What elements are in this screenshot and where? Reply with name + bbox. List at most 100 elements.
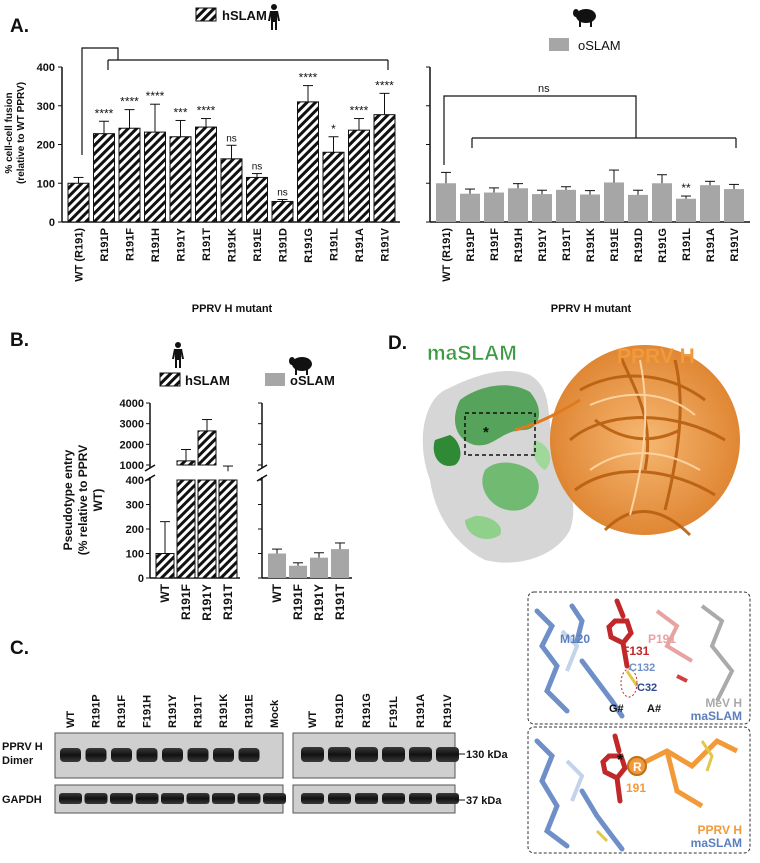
h-band (187, 748, 209, 762)
h-band (301, 747, 324, 762)
ytick-label: 4000 (120, 398, 144, 410)
x-tick-label: WT (R191) (441, 228, 453, 282)
bar (289, 565, 307, 578)
lane-label: WT (307, 711, 319, 728)
bar (176, 479, 196, 579)
x-tick-label: R191Y (537, 227, 549, 261)
x-tick-label: WT (158, 583, 172, 602)
sheep-icon-b (289, 357, 312, 375)
gapdh-band (110, 793, 133, 804)
significance-label: ** (681, 181, 691, 195)
lane-label: R191K (218, 694, 230, 728)
significance-label: **** (95, 106, 114, 120)
x-tick-label: R191L (681, 228, 693, 261)
x-tick-label: R191P (99, 228, 111, 262)
lane-label: R191T (193, 695, 205, 728)
ytick-label: 300 (126, 500, 144, 512)
bar (556, 189, 576, 222)
bar (331, 549, 349, 578)
h-band (238, 748, 260, 762)
gapdh-band (355, 793, 378, 804)
lane-label: R191P (91, 694, 103, 728)
bar (604, 182, 624, 222)
significance-label: * (331, 122, 336, 136)
x-tick-label: R191G (303, 228, 315, 263)
gapdh-band (436, 793, 459, 804)
label-maslam-top: maSLAM (691, 709, 742, 723)
legend-swatch-oslam (549, 38, 569, 51)
x-tick-label: R191A (354, 228, 366, 262)
bar (310, 557, 328, 578)
bar (532, 194, 552, 222)
maslam-label: maSLAM (427, 342, 517, 365)
h-band (60, 748, 81, 762)
bar (169, 136, 192, 223)
gapdh-band (135, 793, 159, 804)
lane-label: R191V (442, 694, 454, 728)
bar (268, 553, 286, 578)
ytick-label: 2000 (120, 439, 144, 451)
label-g: G# (609, 703, 624, 715)
ytick-label: 1000 (120, 460, 144, 472)
panel-e-bottom-box (527, 726, 751, 854)
bar (373, 114, 396, 223)
bar (508, 188, 528, 222)
bar (176, 460, 196, 466)
significance-label: ns (252, 162, 263, 173)
blot-row2: GAPDH (2, 794, 42, 806)
bar (144, 131, 166, 223)
gapdh-band (409, 793, 432, 804)
legend-oslam: oSLAM (578, 38, 621, 53)
x-tick-label: R191A (705, 228, 717, 262)
significance-label: **** (197, 104, 216, 118)
gapdh-band (84, 793, 108, 804)
x-tick-label: R191F (489, 228, 501, 261)
panel-e-structure: M120 F131 P191 C132 C32 G# A# MeV H maSL… (527, 591, 751, 854)
ytick-label: 400 (126, 475, 144, 487)
significance-label: **** (350, 104, 369, 118)
x-tick-label: R191D (278, 228, 290, 262)
legend-oslam-b: oSLAM (290, 373, 335, 388)
h-band (355, 747, 378, 762)
panel-label-d: D. (388, 333, 407, 354)
panel-a-left-bracket (81, 47, 389, 155)
zoom-box (464, 412, 536, 456)
h-band (409, 747, 432, 762)
x-tick-label: R191Y (176, 227, 188, 261)
gapdh-band (237, 793, 261, 804)
x-tick-label: R191T (561, 228, 573, 261)
legend-swatch-oslam-b (265, 373, 285, 386)
bar (700, 185, 720, 222)
axis-break (256, 464, 268, 472)
panel-b-chart: hSLAM oSLAM Pseudotype entry (% relative… (61, 342, 352, 621)
h-band (162, 748, 183, 762)
x-tick-label: R191G (657, 228, 669, 263)
panel-a-ylabel: % cell-cell fusion (relative to WT PPRV) (4, 82, 27, 184)
lane-label: R191Y (167, 694, 179, 728)
bar (218, 479, 238, 579)
bar (484, 192, 504, 222)
legend-swatch-hslam-b (159, 372, 181, 387)
h-band (382, 747, 405, 762)
ytick-label: 100 (126, 549, 144, 561)
x-tick-label: R191Y (200, 584, 214, 621)
x-tick-label: R191F (179, 584, 193, 620)
sheep-icon (573, 9, 596, 27)
label-191: 191 (626, 781, 646, 795)
panel-label-b: B. (10, 330, 29, 351)
bar (348, 129, 370, 223)
x-tick-label: R191T (221, 583, 235, 620)
bar (724, 189, 744, 222)
significance-label: *** (173, 105, 187, 119)
gapdh-band (328, 793, 351, 804)
lane-label: Mock (269, 699, 281, 728)
panel-c-blot: WT R191P R191F F191H R191Y R191T R191K R191E Moc… (0, 640, 525, 858)
svg-text:(% relative to PPRV: (% relative to PPRV (76, 445, 90, 555)
x-tick-label: R191K (227, 228, 239, 262)
x-tick-label: R191F (291, 584, 305, 620)
label-r: R (633, 760, 642, 774)
structure-asterisk: * (483, 424, 489, 441)
panel-d-structure: * maSLAM PPRV H (422, 342, 740, 563)
lane-label: F191L (388, 696, 400, 728)
significance-label: **** (375, 78, 394, 92)
